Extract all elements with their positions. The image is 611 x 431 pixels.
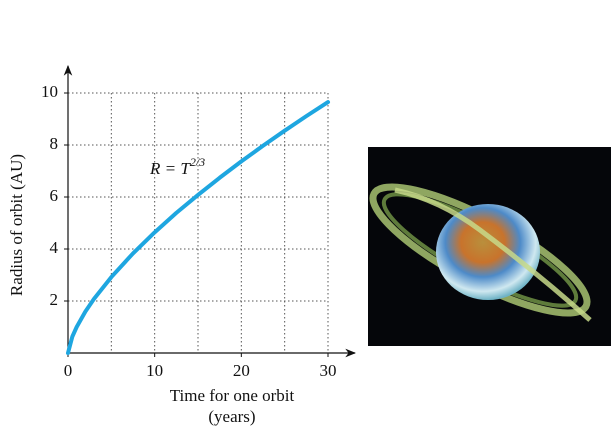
- y-tick-label: 2: [50, 290, 59, 309]
- x-axis-title: Time for one orbit: [170, 386, 295, 405]
- annotation-exponent: 2/3: [190, 155, 205, 169]
- line: [68, 102, 328, 353]
- y-tick-label: 8: [50, 134, 59, 153]
- x-tick-label: 30: [320, 361, 337, 380]
- x-axis-unit: (years): [208, 407, 255, 426]
- annotation-text: R = T: [149, 159, 191, 178]
- y-tick-label: 6: [50, 186, 59, 205]
- y-tick-label: 10: [41, 82, 58, 101]
- annotation: R = T2/3: [149, 155, 205, 178]
- plot: 2 4 6 8 10 0 10 20 30: [41, 66, 355, 380]
- page: 2 4 6 8 10 0 10 20 30 Time for one orbit (years)…: [0, 0, 611, 431]
- x-tick-label: 20: [233, 361, 250, 380]
- saturn-photo: [359, 147, 611, 346]
- x-tick-label: 0: [64, 361, 73, 380]
- y-axis-title: Radius of orbit (AU): [7, 154, 26, 296]
- y-tick-label: 4: [50, 238, 59, 257]
- x-tick-label: 10: [146, 361, 163, 380]
